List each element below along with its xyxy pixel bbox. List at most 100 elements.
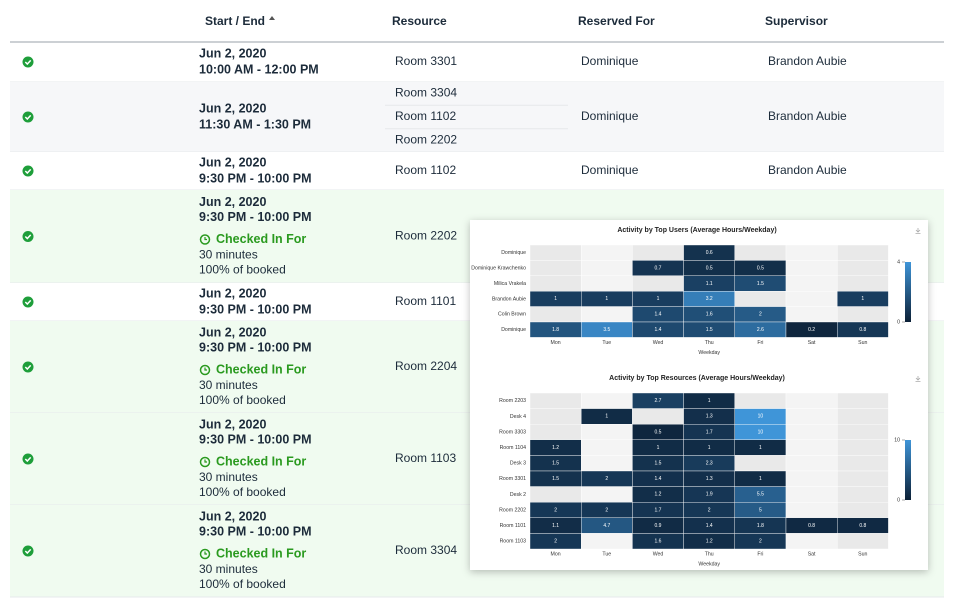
check-mark	[24, 548, 32, 555]
cell-value: 1.7	[706, 429, 713, 435]
resource: Room 1101	[395, 294, 456, 308]
empty-cell	[581, 533, 633, 550]
check-circle	[22, 453, 34, 465]
empty-cell	[837, 533, 889, 550]
empty-cell	[785, 424, 838, 441]
download-arrow	[915, 228, 921, 234]
heatmap-title: Activity by Top Resources (Average Hours…	[609, 375, 785, 382]
cell-value: 1	[708, 398, 711, 404]
clock-hands	[204, 459, 207, 463]
heat-cell	[837, 321, 889, 338]
reserved-for: Dominique	[581, 54, 639, 68]
checked-in-share: 100% of booked	[199, 393, 286, 407]
column-header[interactable]: Resource	[392, 14, 447, 28]
cell-value: 2	[759, 539, 762, 545]
supervisor: Brandon Aubie	[768, 109, 847, 123]
time-range: 9:30 PM - 10:00 PM	[199, 210, 312, 224]
cell-value: 1	[759, 476, 762, 482]
resource: Room 3304	[395, 543, 457, 557]
row-label: Room 2202	[499, 507, 526, 513]
resource: Room 3301	[395, 54, 457, 68]
cell-value: 5	[759, 507, 762, 513]
time-range: 9:30 PM - 10:00 PM	[199, 171, 312, 185]
clock-hands	[204, 367, 207, 371]
empty-cell	[785, 455, 838, 472]
empty-cell	[529, 260, 582, 276]
empty-cell	[837, 470, 889, 487]
checked-in-duration: 30 minutes	[199, 562, 258, 576]
check-mark	[24, 364, 32, 371]
row-label: Room 3303	[499, 429, 526, 435]
chart-card: Activity by Top Users (Average Hours/Wee…	[470, 220, 928, 570]
cell-value: 1.1	[552, 523, 559, 529]
check-circle	[22, 56, 34, 68]
date: Jun 2, 2020	[199, 155, 266, 169]
empty-cell	[529, 424, 582, 441]
empty-cell	[734, 392, 787, 409]
column-header[interactable]: Reserved For	[578, 14, 655, 28]
empty-cell	[837, 424, 889, 441]
row-label: Room 1103	[500, 539, 527, 545]
empty-cell	[785, 486, 838, 503]
cell-value: 1	[861, 296, 864, 302]
cell-value: 1	[554, 296, 557, 302]
column-header[interactable]: Supervisor	[765, 14, 828, 28]
cell-value: 2	[759, 312, 762, 318]
cell-value: 1.8	[552, 327, 559, 333]
checked-in-duration: 30 minutes	[199, 470, 258, 484]
empty-cell	[837, 502, 889, 519]
empty-cell	[785, 244, 838, 261]
empty-cell	[581, 392, 633, 409]
cell-value: 1.6	[706, 312, 713, 318]
check-mark	[24, 59, 32, 66]
cell-value: 1.9	[706, 492, 713, 498]
resource: Room 2202	[395, 229, 457, 243]
check-mark	[24, 114, 32, 121]
cell-value: 2	[708, 507, 711, 513]
colorbar-tick-label: 10	[894, 437, 900, 443]
cell-value: 1.3	[706, 476, 713, 482]
cell-value: 1	[605, 296, 608, 302]
cell-value: 1.1	[706, 281, 713, 287]
cell-value: 1.5	[757, 281, 764, 287]
cell-value: 1.2	[552, 445, 559, 451]
x-tick-label: Wed	[653, 551, 664, 557]
cell-value: 2	[605, 476, 608, 482]
x-axis-title: Weekday	[698, 561, 720, 567]
x-tick-label: Fri	[757, 551, 763, 557]
empty-cell	[529, 486, 582, 503]
resource: Room 1103	[395, 451, 456, 465]
empty-cell	[785, 392, 838, 409]
cell-value: 1.5	[552, 461, 559, 467]
empty-cell	[837, 408, 889, 425]
status-icon	[22, 453, 34, 465]
clock-icon	[199, 456, 211, 468]
cell-value: 5.5	[757, 492, 764, 498]
x-tick-label: Fri	[757, 340, 763, 346]
date: Jun 2, 2020	[199, 101, 266, 115]
empty-cell	[632, 408, 684, 425]
cell-value: 0.5	[706, 265, 713, 271]
time-range: 9:30 PM - 10:00 PM	[199, 302, 312, 316]
empty-cell	[785, 439, 838, 456]
cell-value: 0.2	[808, 327, 815, 333]
download-icon[interactable]	[915, 376, 921, 382]
x-tick-label: Sat	[808, 340, 816, 346]
status-icon	[22, 361, 34, 373]
empty-cell	[837, 455, 889, 472]
row-label: Room 2203	[499, 398, 526, 404]
checked-in-label: Checked In For	[216, 546, 306, 560]
time-range: 9:30 PM - 10:00 PM	[199, 432, 312, 446]
download-icon[interactable]	[915, 228, 921, 234]
x-tick-label: Mon	[551, 340, 561, 346]
cell-value: 2.6	[757, 327, 764, 333]
cell-value: 1	[657, 445, 660, 451]
empty-cell	[734, 455, 787, 472]
cell-value: 4.7	[603, 523, 610, 529]
cell-value: 1.4	[655, 476, 662, 482]
clock-hands	[204, 237, 207, 241]
column-header[interactable]: Start / End	[205, 14, 265, 28]
empty-cell	[529, 408, 582, 425]
colorbar-tick-label: 0	[897, 497, 900, 503]
check-mark	[24, 456, 32, 463]
